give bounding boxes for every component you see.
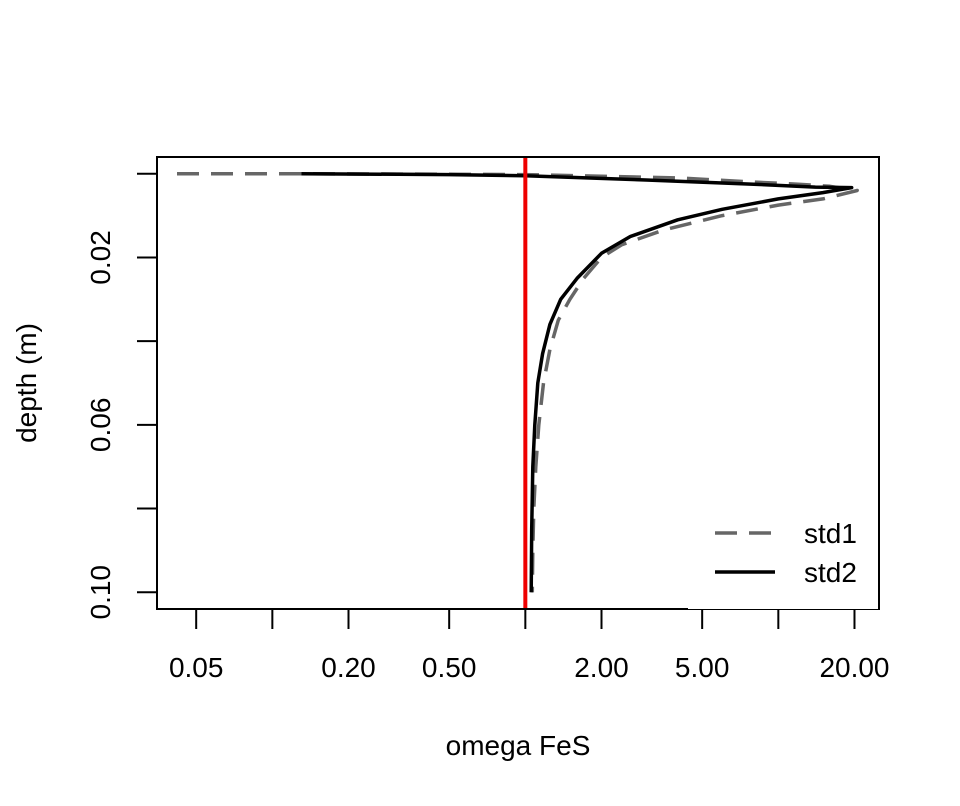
x-axis-label: omega FeS bbox=[446, 730, 591, 761]
legend-box bbox=[688, 494, 879, 609]
x-tick-label: 20.00 bbox=[819, 652, 889, 683]
series-line-std2 bbox=[301, 171, 854, 593]
legend: std1 std2 bbox=[688, 494, 880, 609]
y-axis-label: depth (m) bbox=[11, 323, 42, 443]
x-tick-label: 0.50 bbox=[422, 652, 477, 683]
y-tick-label: 0.06 bbox=[85, 398, 116, 453]
y-tick-label: 0.02 bbox=[85, 230, 116, 285]
series-line-std1 bbox=[177, 171, 859, 593]
legend-label-std1: std1 bbox=[804, 518, 857, 549]
legend-label-std2: std2 bbox=[804, 557, 857, 588]
x-tick-label: 0.20 bbox=[321, 652, 376, 683]
x-tick-label: 5.00 bbox=[675, 652, 730, 683]
x-tick-label: 2.00 bbox=[574, 652, 629, 683]
y-tick-label: 0.10 bbox=[85, 565, 116, 620]
x-tick-label: 0.05 bbox=[169, 652, 224, 683]
